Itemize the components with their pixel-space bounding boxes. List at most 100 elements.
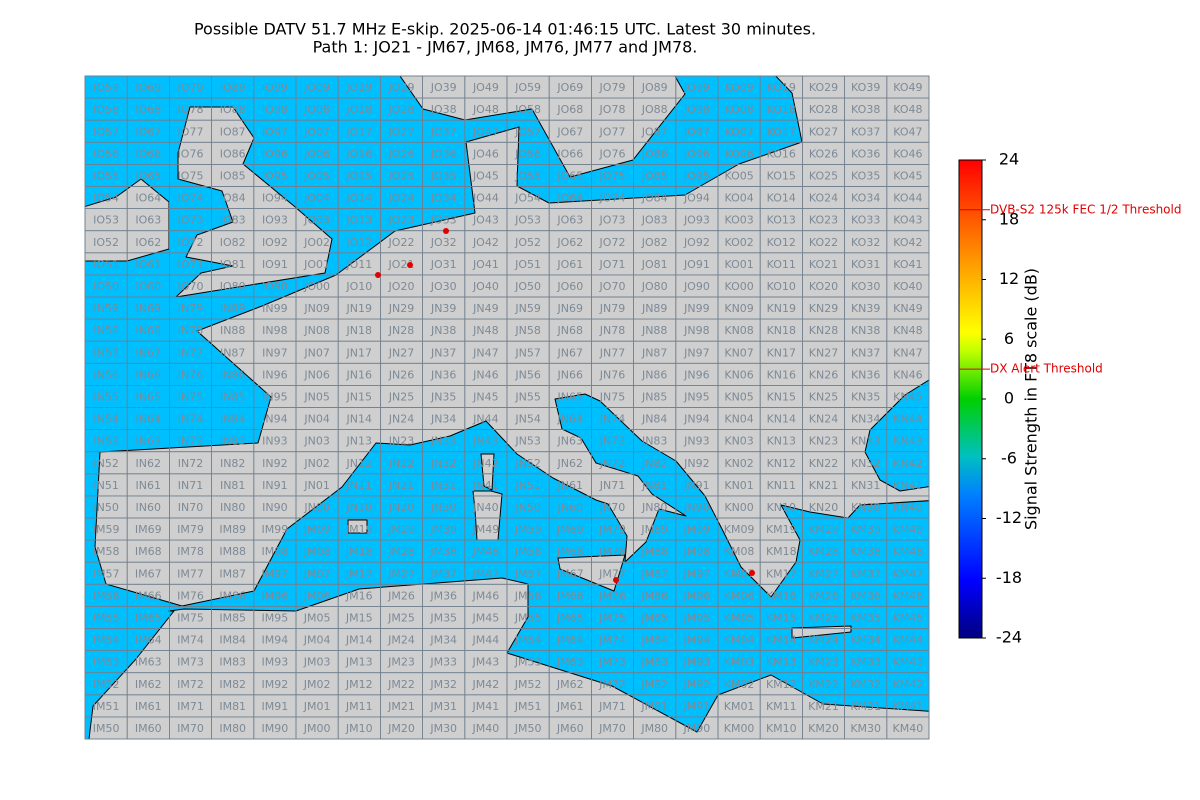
locator-label: JN40	[472, 501, 498, 514]
locator-label: IN92	[262, 457, 287, 470]
locator-label: IN59	[93, 302, 118, 315]
locator-label: IN67	[136, 346, 161, 359]
locator-label: JN37	[430, 346, 456, 359]
locator-label: JN71	[599, 479, 625, 492]
locator-label: JM57	[514, 567, 542, 580]
locator-label: JN84	[641, 413, 667, 426]
locator-label: IO98	[262, 103, 288, 116]
locator-label: KO30	[851, 280, 880, 293]
locator-label: JN05	[303, 390, 329, 403]
locator-label: JO15	[345, 169, 372, 182]
locator-label: JN87	[641, 346, 667, 359]
locator-label: JO71	[599, 258, 626, 271]
locator-label: KN08	[724, 324, 753, 337]
locator-label: JO28	[388, 103, 415, 116]
locator-label: KN31	[851, 479, 880, 492]
locator-label: JN91	[683, 479, 709, 492]
locator-label: KM02	[724, 678, 755, 691]
locator-label: KM10	[766, 722, 797, 735]
locator-label: JO13	[345, 214, 372, 227]
locator-label: JN48	[472, 324, 498, 337]
locator-label: JN62	[557, 457, 583, 470]
locator-label: KO32	[851, 236, 880, 249]
locator-label: KO17	[767, 125, 796, 138]
locator-label: KN25	[809, 390, 838, 403]
locator-label: IO61	[135, 258, 161, 271]
locator-label: KN32	[851, 457, 880, 470]
locator-label: IO84	[220, 192, 246, 205]
locator-label: IM52	[93, 678, 120, 691]
locator-label: JN49	[472, 302, 498, 315]
locator-label: IM58	[93, 545, 120, 558]
locator-label: KO40	[893, 280, 922, 293]
locator-label: JN67	[557, 346, 583, 359]
locator-label: JO75	[599, 169, 626, 182]
locator-label: JO30	[430, 280, 457, 293]
locator-label: JM59	[514, 523, 542, 536]
locator-label: JM15	[345, 611, 373, 624]
locator-label: JN92	[683, 457, 709, 470]
locator-label: KN35	[851, 390, 880, 403]
locator-label: JO72	[599, 236, 626, 249]
locator-label: JM33	[429, 656, 457, 669]
locator-label: KM26	[808, 589, 839, 602]
locator-label: IO95	[262, 169, 288, 182]
locator-label: JN27	[388, 346, 414, 359]
locator-label: IM77	[177, 567, 204, 580]
locator-label: JN95	[683, 390, 709, 403]
locator-label: IN80	[220, 501, 245, 514]
locator-label: JO94	[683, 192, 710, 205]
locator-label: IM80	[219, 722, 246, 735]
locator-label: JO32	[430, 236, 457, 249]
locator-label: IN61	[136, 479, 161, 492]
locator-label: JM08	[303, 545, 331, 558]
locator-label: KM48	[893, 545, 924, 558]
colorbar-tick-label: 6	[1004, 329, 1014, 348]
colorbar-tick-label: 18	[999, 209, 1019, 228]
locator-label: JN11	[346, 479, 372, 492]
locator-label: JO19	[345, 81, 372, 94]
locator-label: JN00	[303, 501, 329, 514]
locator-label: JO52	[514, 236, 541, 249]
locator-label: IN53	[93, 435, 118, 448]
locator-label: KN33	[851, 435, 880, 448]
locator-label: JN85	[641, 390, 667, 403]
locator-label: KO03	[724, 214, 753, 227]
locator-label: IO65	[135, 169, 161, 182]
locator-label: JN63	[557, 435, 583, 448]
locator-label: JN47	[472, 346, 498, 359]
locator-label: KM16	[766, 589, 797, 602]
locator-label: IM60	[135, 722, 162, 735]
locator-label: KN11	[767, 479, 796, 492]
locator-label: IO55	[93, 169, 119, 182]
locator-label: IN78	[178, 324, 203, 337]
locator-label: IO85	[220, 169, 246, 182]
locator-label: IM53	[93, 656, 120, 669]
locator-label: KM09	[724, 523, 755, 536]
locator-label: KM18	[766, 545, 797, 558]
locator-label: JO61	[556, 258, 583, 271]
locator-label: IO58	[93, 103, 119, 116]
locator-label: JN39	[430, 302, 456, 315]
locator-label: JM67	[556, 567, 584, 580]
locator-label: JM71	[598, 700, 626, 713]
locator-label: KO05	[724, 169, 753, 182]
locator-label: IN84	[220, 413, 245, 426]
locator-label: JM44	[472, 634, 500, 647]
locator-label: JO90	[683, 280, 710, 293]
locator-label: JM88	[640, 545, 668, 558]
locator-label: IN56	[93, 368, 118, 381]
locator-label: IM55	[93, 611, 120, 624]
locator-label: JM82	[640, 678, 668, 691]
locator-label: KM01	[724, 700, 755, 713]
colorbar-tick-label: -24	[996, 628, 1022, 647]
locator-label: IM97	[262, 567, 289, 580]
locator-label: JN25	[388, 390, 414, 403]
locator-label: JN51	[514, 479, 540, 492]
locator-label: JN04	[303, 413, 329, 426]
locator-label: KN05	[724, 390, 753, 403]
colorbar-tick-label: -12	[996, 508, 1022, 527]
locator-label: IN51	[93, 479, 118, 492]
locator-label: IN55	[93, 390, 118, 403]
colorbar-label: Signal Strength in FT8 scale (dB)	[1022, 268, 1041, 530]
